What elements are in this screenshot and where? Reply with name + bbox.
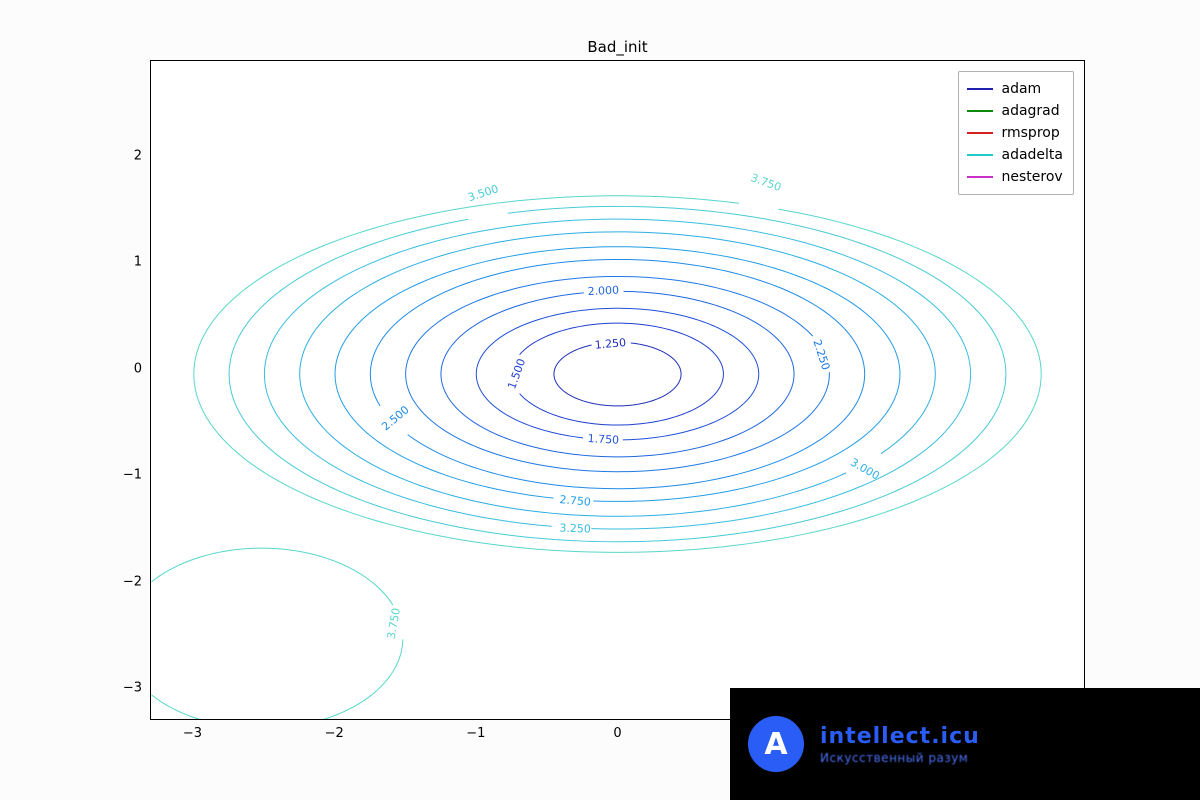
contour-label: 2.000: [587, 283, 619, 298]
legend-swatch: [967, 88, 993, 90]
legend-item: nesterov: [967, 166, 1063, 188]
contour-line: [335, 247, 900, 502]
legend-label: adam: [1001, 81, 1041, 97]
y-tick: −1: [123, 468, 150, 483]
legend-item: rmsprop: [967, 122, 1063, 144]
x-tick: −3: [183, 726, 202, 741]
contour-line: [476, 308, 758, 440]
plot-area: 1.250 1.500 1.750 2.000 2.250 2.500 2.750 3.000…: [150, 60, 1085, 720]
contour-line: [229, 206, 1006, 541]
legend-swatch: [967, 132, 993, 134]
watermark-line2: Искусственный разум: [820, 751, 980, 765]
contour-label: 3.500: [466, 182, 500, 204]
legend-label: adadelta: [1001, 147, 1063, 163]
contour-label: 1.500: [505, 357, 528, 391]
contour-line: [264, 219, 970, 529]
contour-line: [120, 548, 402, 728]
contour-layer: 1.250 1.500 1.750 2.000 2.250 2.500 2.750 3.000…: [151, 61, 1084, 719]
contour-label: 2.750: [559, 493, 591, 509]
contour-line: [554, 343, 681, 406]
contour-line: [520, 323, 724, 425]
contour-line: [370, 259, 864, 488]
watermark-text: intellect.icu Искусственный разум: [820, 724, 980, 765]
legend-swatch: [967, 154, 993, 156]
contour-label: 1.750: [587, 432, 619, 447]
contour-label: 1.250: [594, 336, 626, 352]
legend-label: rmsprop: [1001, 125, 1059, 141]
y-tick: −3: [123, 681, 150, 696]
contour-line: [194, 196, 1041, 553]
watermark: A intellect.icu Искусственный разум: [730, 688, 1200, 800]
y-tick: 0: [134, 361, 150, 376]
watermark-logo-icon: A: [748, 716, 804, 772]
legend-swatch: [967, 176, 993, 178]
contour-label: 3.250: [559, 521, 591, 535]
legend-swatch: [967, 110, 993, 112]
contour-line: [406, 276, 830, 471]
contour-line: [300, 232, 936, 516]
legend-item: adam: [967, 78, 1063, 100]
y-tick: −2: [123, 574, 150, 589]
legend-box: adam adagrad rmsprop adadelta nesterov: [958, 71, 1074, 195]
watermark-logo-letter: A: [764, 727, 787, 762]
contour-label: 2.250: [810, 338, 832, 372]
contour-line: [441, 291, 794, 457]
y-tick: 1: [134, 255, 150, 270]
x-tick: 0: [613, 726, 621, 741]
contour-label: 2.500: [379, 403, 411, 433]
watermark-line1: intellect.icu: [820, 724, 980, 749]
x-tick: −1: [466, 726, 485, 741]
page-root: Bad_init 1.250 1.500 1.750 2.000 2.250 2.500 2…: [0, 0, 1200, 800]
contour-label: 3.750: [385, 607, 403, 640]
contour-label: 3.750: [749, 171, 783, 194]
legend-item: adadelta: [967, 144, 1063, 166]
legend-label: adagrad: [1001, 103, 1059, 119]
legend-label: nesterov: [1001, 169, 1062, 185]
y-tick: 2: [134, 148, 150, 163]
legend-item: adagrad: [967, 100, 1063, 122]
contour-label: 3.000: [848, 456, 882, 483]
x-tick: −2: [325, 726, 344, 741]
chart-title: Bad_init: [587, 38, 647, 56]
